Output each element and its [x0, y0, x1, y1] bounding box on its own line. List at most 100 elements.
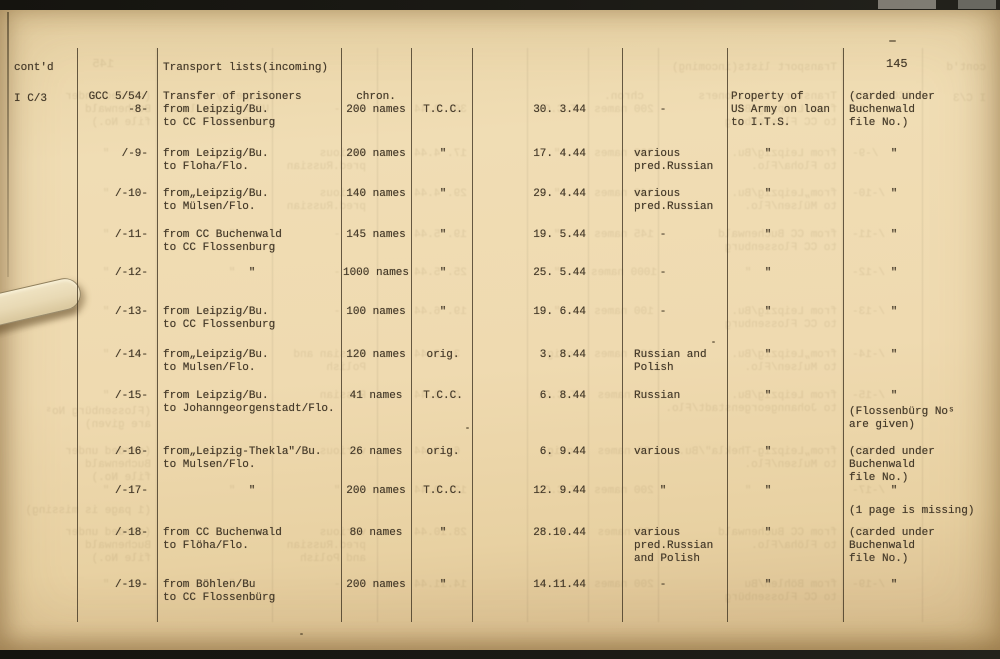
nationality: various pred.Russian [634, 148, 714, 173]
nationality: - [659, 229, 667, 241]
nationality-ditto: " [659, 485, 667, 497]
remarks-ditto: " [890, 485, 898, 497]
remarks-ditto: " [890, 267, 898, 279]
scanner-bar-segment [878, 0, 936, 9]
date: 30. 3.44 [533, 104, 586, 116]
remarks-note: (1 page is missing) [849, 505, 975, 517]
dust-speck [466, 427, 469, 429]
property-ditto: " [764, 188, 772, 200]
transport-description: from CC Buchenwald to CC Flossenburg [163, 229, 282, 254]
page-number: 145 [886, 57, 908, 71]
transport-description: from Böhlen/Bu to CC Flossenbürg [163, 579, 276, 604]
ref-number: /-14- [114, 349, 148, 361]
transport-description: from„Leipzig-Thekla"/Bu. to Mulsen/Flo. [163, 446, 322, 471]
ref-number: /-10- [114, 188, 148, 200]
nationality: - [659, 267, 667, 279]
copy-type: " [439, 148, 447, 160]
column-rule [727, 48, 728, 622]
column-rule [341, 48, 342, 622]
copy-type: " [439, 306, 447, 318]
property-ditto: " [764, 390, 772, 402]
date: 19. 6.44 [533, 306, 586, 318]
remarks: (carded under Buchenwald file No.) [849, 446, 935, 484]
date: 6. 9.44 [539, 446, 586, 458]
copy-type: T.C.C. [423, 390, 463, 402]
ref-number: /-9- [121, 148, 148, 160]
page-edge-shadow [7, 12, 9, 277]
names-count: 100 names [346, 306, 406, 318]
dust-speck [300, 633, 303, 635]
property-ditto: " [764, 349, 772, 361]
transport-description: from„Leipzig/Bu. to Mulsen/Flo. [163, 349, 269, 374]
property-ditto: " [764, 267, 772, 279]
nationality: Russian and Polish [634, 349, 707, 374]
names-count: 200 names [346, 148, 406, 160]
ref-number: /-18- [114, 527, 148, 539]
property-ditto: " [764, 485, 772, 497]
names-count: 80 names [349, 527, 403, 539]
nationality: various pred.Russian [634, 188, 714, 213]
copy-type: orig. [426, 349, 460, 361]
column-rule [472, 48, 473, 622]
column-rule [411, 48, 412, 622]
remarks-ditto: " [890, 390, 898, 402]
names-count: 41 names [349, 390, 403, 402]
property-ditto: " [764, 527, 772, 539]
nationality: various [634, 446, 681, 458]
property-ditto: " [764, 579, 772, 591]
date: 17. 4.44 [533, 148, 586, 160]
remarks-note: (Flossenbürg Noˢ are given) [849, 406, 955, 431]
ref-number: /-16- [114, 446, 148, 458]
transport-description: from Leipzig/Bu. to CC Flossenburg [163, 306, 276, 331]
names-count: 140 names [346, 188, 406, 200]
names-count: 26 names [349, 446, 403, 458]
copy-type: " [439, 229, 447, 241]
column-rule [622, 48, 623, 622]
property-ditto: " [764, 148, 772, 160]
property-note: Property of US Army on loan to I.T.S. [731, 91, 831, 129]
remarks-ditto: " [890, 306, 898, 318]
remarks-ditto: " [890, 148, 898, 160]
names-count: 200 names [346, 579, 406, 591]
property-ditto: " [764, 306, 772, 318]
ref-number: /-15- [114, 390, 148, 402]
nationality: - [659, 579, 667, 591]
transport-description: from CC Buchenwald to Flöha/Flo. [163, 527, 282, 552]
remarks-ditto: " [890, 349, 898, 361]
ref-number: /-13- [114, 306, 148, 318]
nationality: - [659, 104, 667, 116]
property-ditto: " [764, 229, 772, 241]
copy-type: T.C.C. [423, 485, 463, 497]
date: 19. 5.44 [533, 229, 586, 241]
nationality: various pred.Russian and Polish [634, 527, 714, 565]
dust-speck [712, 341, 715, 343]
names-count: 120 names [346, 349, 406, 361]
date: 28.10.44 [533, 527, 586, 539]
date: 29. 4.44 [533, 188, 586, 200]
copy-type: " [439, 267, 447, 279]
ref-number: /-12- [114, 267, 148, 279]
page-title: Transport lists(incoming) [163, 62, 329, 74]
property-ditto: " [764, 446, 772, 458]
transport-description: Transfer of prisoners from Leipzig/Bu. t… [163, 91, 302, 129]
ref-number: /-19- [114, 579, 148, 591]
transport-description-ditto: " [248, 267, 256, 279]
names-count: 1000 names [342, 267, 409, 279]
date: 12. 9.44 [533, 485, 586, 497]
copy-type: " [439, 188, 447, 200]
dust-speck [889, 40, 896, 42]
scanner-bar-segment [958, 0, 996, 9]
copy-type: orig. [426, 446, 460, 458]
names-count: chron. 200 names [346, 91, 406, 116]
date: 6. 8.44 [539, 390, 586, 402]
contd-label: cont'd [14, 62, 54, 74]
names-count: 200 names [346, 485, 406, 497]
copy-type: " [439, 579, 447, 591]
names-count: 145 names [346, 229, 406, 241]
column-rule [77, 48, 78, 622]
remarks: (carded under Buchenwald file No.) [849, 91, 935, 129]
ref-number: /-17- [114, 485, 148, 497]
nationality: - [659, 306, 667, 318]
scanned-page [0, 10, 1000, 650]
